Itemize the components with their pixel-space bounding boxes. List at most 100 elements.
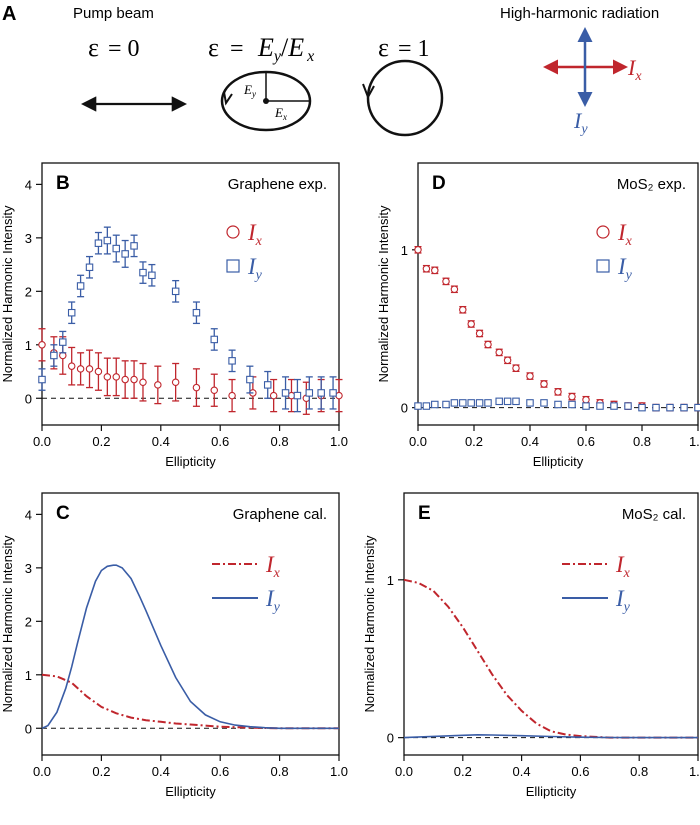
data-point bbox=[512, 364, 520, 372]
y-tick-label: 0 bbox=[387, 731, 394, 746]
x-tick-label: 0.0 bbox=[33, 434, 51, 449]
data-point bbox=[67, 362, 76, 370]
data-point bbox=[329, 389, 337, 397]
data-point bbox=[139, 268, 147, 277]
legend-label-main: I bbox=[615, 552, 625, 577]
y-tick-label: 2 bbox=[25, 284, 32, 299]
ex-sub: x bbox=[282, 112, 287, 122]
data-point bbox=[121, 250, 129, 258]
ey-sub: y bbox=[251, 89, 256, 99]
data-point bbox=[568, 400, 576, 409]
y-tick-label: 3 bbox=[25, 231, 32, 246]
legend-label-sub: y bbox=[254, 268, 263, 283]
data-point bbox=[103, 373, 112, 381]
eps-symbol: ε bbox=[208, 33, 219, 62]
legend-label-sub: x bbox=[623, 566, 631, 581]
data-point bbox=[540, 380, 548, 388]
legend-label-main: I bbox=[265, 552, 275, 577]
data-point bbox=[467, 399, 475, 407]
legend-label: Ix bbox=[615, 552, 631, 581]
y-tick-label: 0 bbox=[401, 401, 408, 416]
data-point bbox=[94, 367, 103, 376]
x-tick-label: 1.0 bbox=[689, 434, 700, 449]
data-point bbox=[94, 239, 103, 247]
data-point bbox=[85, 263, 94, 272]
data-point bbox=[154, 381, 162, 389]
eps-zero-label: ε = 0 bbox=[88, 33, 140, 62]
plot-frame bbox=[403, 492, 699, 756]
data-point bbox=[228, 357, 236, 365]
data-point bbox=[76, 282, 85, 290]
data-point bbox=[442, 400, 450, 409]
legend-entry: Ix bbox=[562, 552, 631, 581]
panel-a-letter: A bbox=[2, 3, 16, 25]
panel-a: A Pump beam High-harmonic radiation ε = … bbox=[2, 3, 659, 137]
circular-polarization-icon bbox=[362, 59, 444, 137]
legend-entry: Iy bbox=[226, 254, 263, 283]
x-tick-label: 0.2 bbox=[465, 434, 483, 449]
y-tick-label: 1 bbox=[401, 243, 408, 258]
x-tick-label: 0.6 bbox=[211, 764, 229, 779]
legend-label-sub: x bbox=[625, 234, 633, 249]
data-point bbox=[459, 306, 467, 314]
plot-frame bbox=[417, 162, 699, 426]
x-tick-label: 0.4 bbox=[152, 764, 170, 779]
data-point bbox=[475, 399, 484, 407]
legend-label-sub: y bbox=[272, 600, 281, 615]
eps-one-label: ε = 1 bbox=[378, 33, 430, 62]
data-point bbox=[414, 246, 422, 254]
data-point bbox=[554, 388, 562, 396]
legend-label-main: I bbox=[617, 220, 627, 245]
legend-marker bbox=[226, 259, 240, 273]
data-point bbox=[210, 335, 219, 344]
elliptical-polarization-icon: Ey Ex bbox=[220, 70, 312, 132]
data-point bbox=[680, 403, 688, 412]
data-point bbox=[130, 242, 138, 250]
iy-sub: y bbox=[579, 122, 588, 137]
x-tick-label: 0.0 bbox=[395, 764, 413, 779]
panel-letter: E bbox=[418, 503, 431, 524]
data-point bbox=[484, 399, 492, 407]
data-point bbox=[431, 400, 439, 409]
panel-b-graphene-exp: B Graphene exp. 0.0 0.2 0.4 0.6 0.8 1.0 0 1 2 3 4 Ell… bbox=[0, 162, 348, 469]
data-point bbox=[554, 400, 562, 409]
x-tick-label: 0.4 bbox=[513, 764, 531, 779]
legend-label-main: I bbox=[247, 220, 257, 245]
panel-letter: C bbox=[56, 503, 70, 524]
x-tick-label: 0.2 bbox=[92, 434, 110, 449]
data-point bbox=[192, 308, 201, 317]
panel-title: MoS₂ cal. bbox=[622, 506, 686, 523]
data-point bbox=[228, 391, 236, 400]
data-point bbox=[596, 402, 604, 410]
eps-one-value: = 1 bbox=[398, 36, 430, 62]
data-point bbox=[305, 389, 314, 397]
data-point bbox=[293, 391, 302, 400]
data-point bbox=[475, 329, 484, 338]
y-tick-label: 0 bbox=[25, 721, 32, 736]
x-tick-label: 0.8 bbox=[630, 764, 648, 779]
series-ix bbox=[414, 246, 700, 412]
legend-label-main: I bbox=[615, 586, 625, 611]
legend-label-sub: x bbox=[273, 566, 281, 581]
data-point bbox=[130, 375, 138, 384]
legend-marker bbox=[226, 225, 240, 239]
y-tick-label: 4 bbox=[25, 177, 32, 192]
data-point bbox=[568, 392, 576, 401]
series-iy bbox=[41, 564, 339, 730]
panel-letter: D bbox=[432, 173, 446, 194]
data-point bbox=[317, 389, 325, 397]
data-point bbox=[50, 351, 58, 360]
data-point bbox=[112, 244, 121, 253]
data-point bbox=[638, 403, 646, 412]
svg-text:Ix: Ix bbox=[627, 55, 642, 84]
plot-frame bbox=[41, 162, 340, 426]
data-point bbox=[246, 375, 254, 384]
y-axis-label: Normalized Harmonic Intensity bbox=[0, 205, 15, 383]
data-point bbox=[38, 341, 46, 349]
legend-label: Iy bbox=[617, 254, 633, 283]
ratio-den-sub: x bbox=[306, 48, 314, 65]
ex-label: E bbox=[274, 105, 283, 120]
y-tick-label: 1 bbox=[25, 668, 32, 683]
data-point bbox=[582, 395, 590, 404]
